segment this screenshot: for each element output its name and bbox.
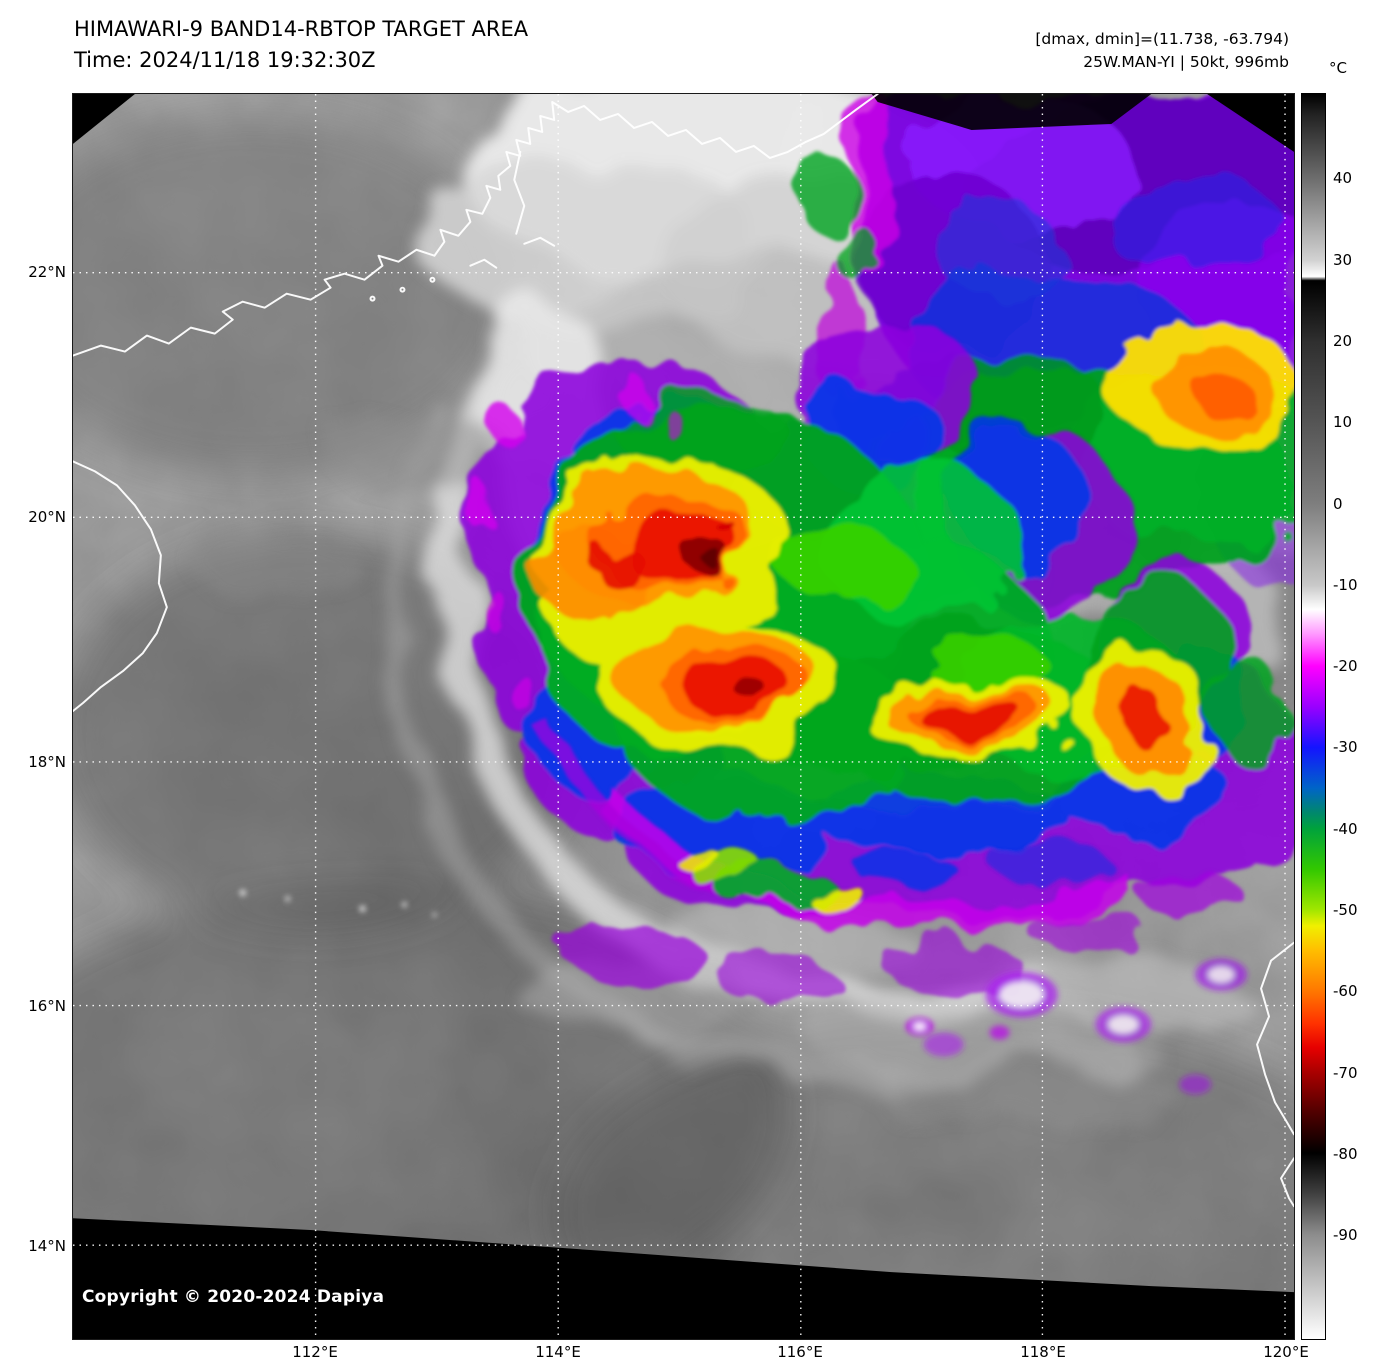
- header-title-block: HIMAWARI-9 BAND14-RBTOP TARGET AREA Time…: [74, 14, 528, 76]
- storm-info-block: [dmax, dmin]=(11.738, -63.794) 25W.MAN-Y…: [1035, 28, 1289, 74]
- colorbar-unit: °C: [1329, 59, 1347, 77]
- colorbar-tick-label: -50: [1333, 900, 1358, 919]
- colorbar-tick-label: 20: [1333, 331, 1353, 350]
- colorbar-tick-label: -90: [1333, 1226, 1358, 1245]
- sector-edges: [73, 94, 1294, 1339]
- latitude-label: 16°N: [28, 997, 66, 1015]
- colorbar-tick-label: -60: [1333, 982, 1358, 1001]
- latitude-label: 18°N: [28, 753, 66, 771]
- satellite-image: [73, 94, 1294, 1339]
- colorbar-tick-label: -80: [1333, 1144, 1358, 1163]
- storm-identifier: 25W.MAN-YI | 50kt, 996mb: [1083, 53, 1289, 71]
- copyright-text: Copyright © 2020-2024 Dapiya: [82, 1287, 385, 1307]
- colorbar-tick-label: -20: [1333, 657, 1358, 676]
- typhoon-convection: [472, 323, 1294, 923]
- grid-lines: [73, 94, 1294, 1339]
- latitude-label: 14°N: [28, 1237, 66, 1255]
- longitude-label: 118°E: [1020, 1343, 1066, 1359]
- colorbar-tick-label: -70: [1333, 1063, 1358, 1082]
- longitude-label: 112°E: [292, 1343, 338, 1359]
- longitude-label: 120°E: [1263, 1343, 1309, 1359]
- longitude-label: 114°E: [535, 1343, 581, 1359]
- dmax-dmin-readout: [dmax, dmin]=(11.738, -63.794): [1035, 30, 1289, 48]
- colorbar-tick-label: -10: [1333, 575, 1358, 594]
- longitude-label: 116°E: [777, 1343, 823, 1359]
- coastline: [73, 94, 1294, 1208]
- latitude-label: 20°N: [28, 508, 66, 526]
- colorbar-tick-label: 40: [1333, 169, 1353, 188]
- colorbar-tick-labels: 40 30 20 10 0 -10 -20 -30 -40 -50 -60 -70 -80 -90: [1333, 93, 1389, 1340]
- temperature-colorbar: [1301, 93, 1326, 1340]
- colorbar-tick-label: 0: [1333, 494, 1343, 513]
- south-rainband: [477, 373, 1242, 995]
- product-title: HIMAWARI-9 BAND14-RBTOP TARGET AREA: [74, 17, 529, 41]
- latitude-label: 22°N: [28, 263, 66, 281]
- satellite-map: Copyright © 2020-2024 Dapiya: [72, 93, 1295, 1340]
- image-time: Time: 2024/11/18 19:32:30Z: [74, 48, 376, 72]
- colorbar-tick-label: 30: [1333, 250, 1353, 269]
- scattered-convective-cells: [239, 889, 1248, 1095]
- colorbar-tick-label: 10: [1333, 413, 1353, 432]
- colorbar-tick-label: -30: [1333, 738, 1358, 757]
- colorbar-tick-label: -40: [1333, 819, 1358, 838]
